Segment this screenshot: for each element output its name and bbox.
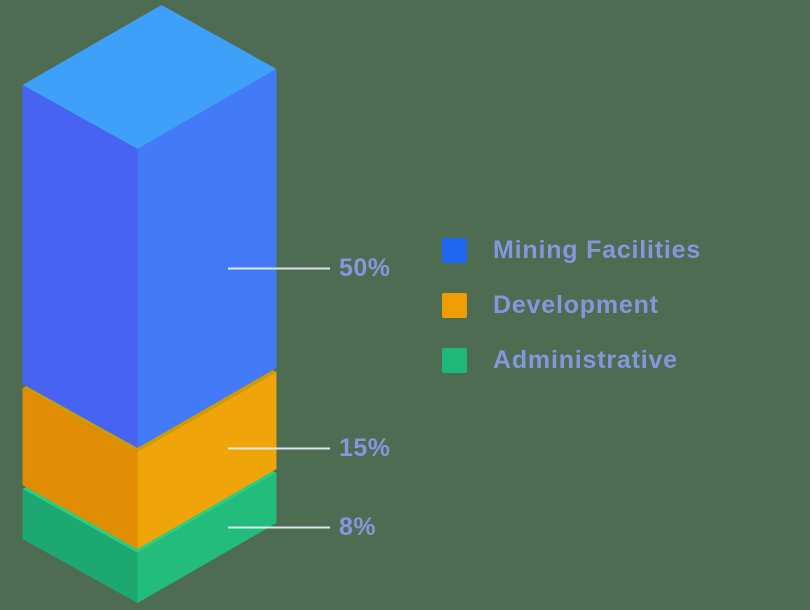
bar-segment-mining-facilities-top-face <box>22 5 277 149</box>
bar-segment-mining-facilities-right-face <box>137 69 277 448</box>
bar-segment-development-left-face <box>22 388 138 549</box>
legend-item-mining-facilities: Mining Facilities <box>442 238 701 263</box>
legend-item-development: Development <box>442 293 701 318</box>
legend-label-mining-facilities: Mining Facilities <box>493 236 702 264</box>
legend-label-administrative: Administrative <box>493 346 678 374</box>
bar-segment-administrative-right-face <box>137 473 277 603</box>
segment-value-label-development: 15% <box>339 434 391 462</box>
legend-item-administrative: Administrative <box>442 348 701 373</box>
legend-swatch-mining-facilities <box>442 238 467 263</box>
legend-label-development: Development <box>493 291 659 319</box>
segment-value-label-mining-facilities: 50% <box>339 254 391 282</box>
chart-legend: Mining Facilities Development Administra… <box>442 238 701 373</box>
legend-swatch-administrative <box>442 348 467 373</box>
bar-segment-mining-facilities-left-face <box>22 85 138 448</box>
segment-value-label-administrative: 8% <box>339 513 377 541</box>
bar-segment-development-right-face <box>137 372 277 549</box>
bar-segment-administrative-left-face <box>22 489 138 603</box>
legend-swatch-development <box>442 293 467 318</box>
